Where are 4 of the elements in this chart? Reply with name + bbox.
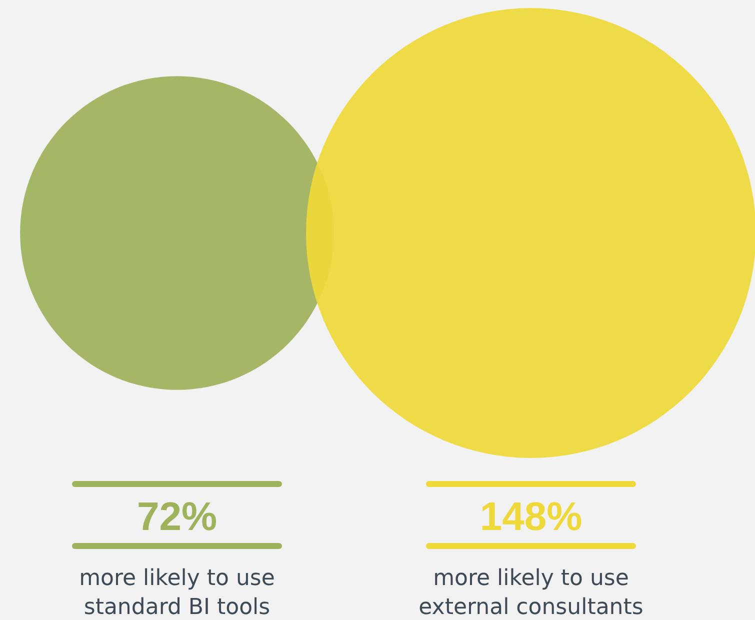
category-label: more likely to use standard BI tools (79, 566, 275, 620)
data-label: 148% (480, 495, 582, 539)
category-label: more likely to use external consultants (418, 566, 644, 620)
data-label: 72% (136, 495, 218, 539)
